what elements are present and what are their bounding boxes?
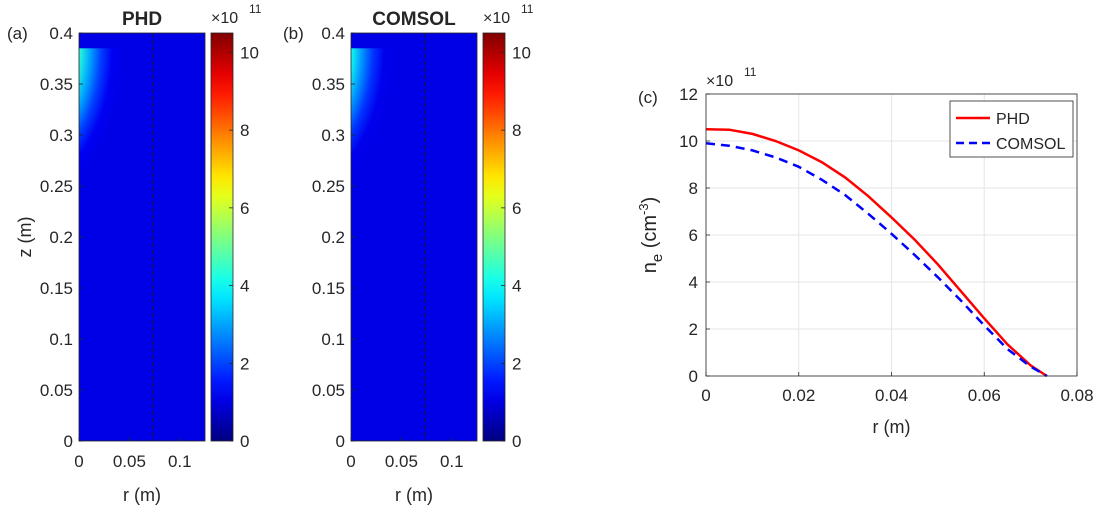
x-axis-label: r (m) (395, 485, 433, 505)
y-axis-label: z (m) (15, 217, 35, 258)
colorbar-tick-label: 10 (240, 43, 259, 62)
x-tick-label: 0 (346, 452, 355, 471)
colorbar-tick-label: 8 (512, 121, 521, 140)
y-tick-label: 0.2 (321, 228, 345, 247)
x-tick-label: 0.1 (440, 452, 464, 471)
y-tick-label: 0.35 (40, 75, 73, 94)
x-tick-label: 0.05 (385, 452, 418, 471)
y-tick-label: 0.25 (40, 177, 73, 196)
panel-title: PHD (122, 9, 162, 30)
y-tick-label: 12 (679, 85, 698, 104)
y-tick-label: 0.25 (312, 177, 345, 196)
colorbar-tick-label: 6 (240, 199, 249, 218)
panel-title: COMSOL (372, 9, 456, 30)
x-tick-label: 0.06 (968, 386, 1001, 405)
legend-label: COMSOL (996, 136, 1065, 153)
y-tick-label: 8 (689, 179, 698, 198)
y-tick-label: 0.15 (312, 279, 345, 298)
y-tick-label: 4 (689, 273, 698, 292)
y-tick-label: 0 (64, 432, 73, 451)
legend-box (949, 100, 1074, 158)
y-tick-label: 0.2 (49, 228, 73, 247)
y-tick-label: 0.05 (312, 381, 345, 400)
panel-label: (a) (7, 24, 28, 43)
x-tick-label: 0.05 (113, 452, 146, 471)
y-tick-label: 0.3 (321, 126, 345, 145)
colorbar-exponent: ×10 (483, 10, 510, 27)
x-tick-label: 0 (701, 386, 710, 405)
colorbar-exponent-power: 11 (249, 2, 262, 16)
x-axis-label: r (m) (123, 485, 161, 505)
panel-label: (c) (638, 88, 658, 107)
y-axis-label: ne (cm-3) (636, 197, 666, 274)
y-tick-label: 2 (689, 320, 698, 339)
y-tick-label: 6 (689, 226, 698, 245)
y-axis-exponent: ×10 (706, 73, 733, 90)
colorbar-tick-label: 4 (512, 277, 521, 296)
density-blob (79, 48, 135, 222)
x-tick-label: 0.04 (875, 386, 908, 405)
y-tick-label: 0.1 (49, 330, 73, 349)
colorbar-tick-label: 0 (512, 432, 521, 451)
colorbar (210, 32, 234, 442)
y-tick-label: 0.3 (49, 126, 73, 145)
series-line-comsol (705, 142, 1048, 378)
colorbar-tick-label: 6 (512, 199, 521, 218)
x-axis-label: r (m) (873, 417, 911, 437)
y-tick-label: 0.05 (40, 381, 73, 400)
colorbar-exponent: ×10 (211, 10, 238, 27)
x-tick-label: 0.08 (1060, 386, 1093, 405)
colorbar-tick-label: 2 (240, 354, 249, 373)
y-tick-label: 0.4 (49, 24, 73, 43)
colorbar-tick-label: 8 (240, 121, 249, 140)
colorbar-exponent-power: 11 (521, 2, 534, 16)
legend-label: PHD (996, 111, 1030, 128)
colorbar-tick-label: 0 (240, 432, 249, 451)
y-tick-label: 0 (336, 432, 345, 451)
panel-label: (b) (283, 24, 304, 43)
y-tick-label: 0.35 (312, 75, 345, 94)
colorbar-tick-label: 4 (240, 277, 249, 296)
colorbar-tick-label: 10 (512, 43, 531, 62)
colorbar (482, 32, 506, 442)
series-line-phd (705, 128, 1048, 378)
y-tick-label: 0 (689, 367, 698, 386)
y-tick-label: 10 (679, 132, 698, 151)
x-tick-label: 0 (74, 452, 83, 471)
y-tick-label: 0.15 (40, 279, 73, 298)
x-tick-label: 0.02 (782, 386, 815, 405)
x-tick-label: 0.1 (168, 452, 192, 471)
y-tick-label: 0.1 (321, 330, 345, 349)
colorbar-tick-label: 2 (512, 354, 521, 373)
y-tick-label: 0.4 (321, 24, 345, 43)
density-blob (351, 48, 407, 222)
y-axis-exponent-power: 11 (744, 65, 757, 79)
